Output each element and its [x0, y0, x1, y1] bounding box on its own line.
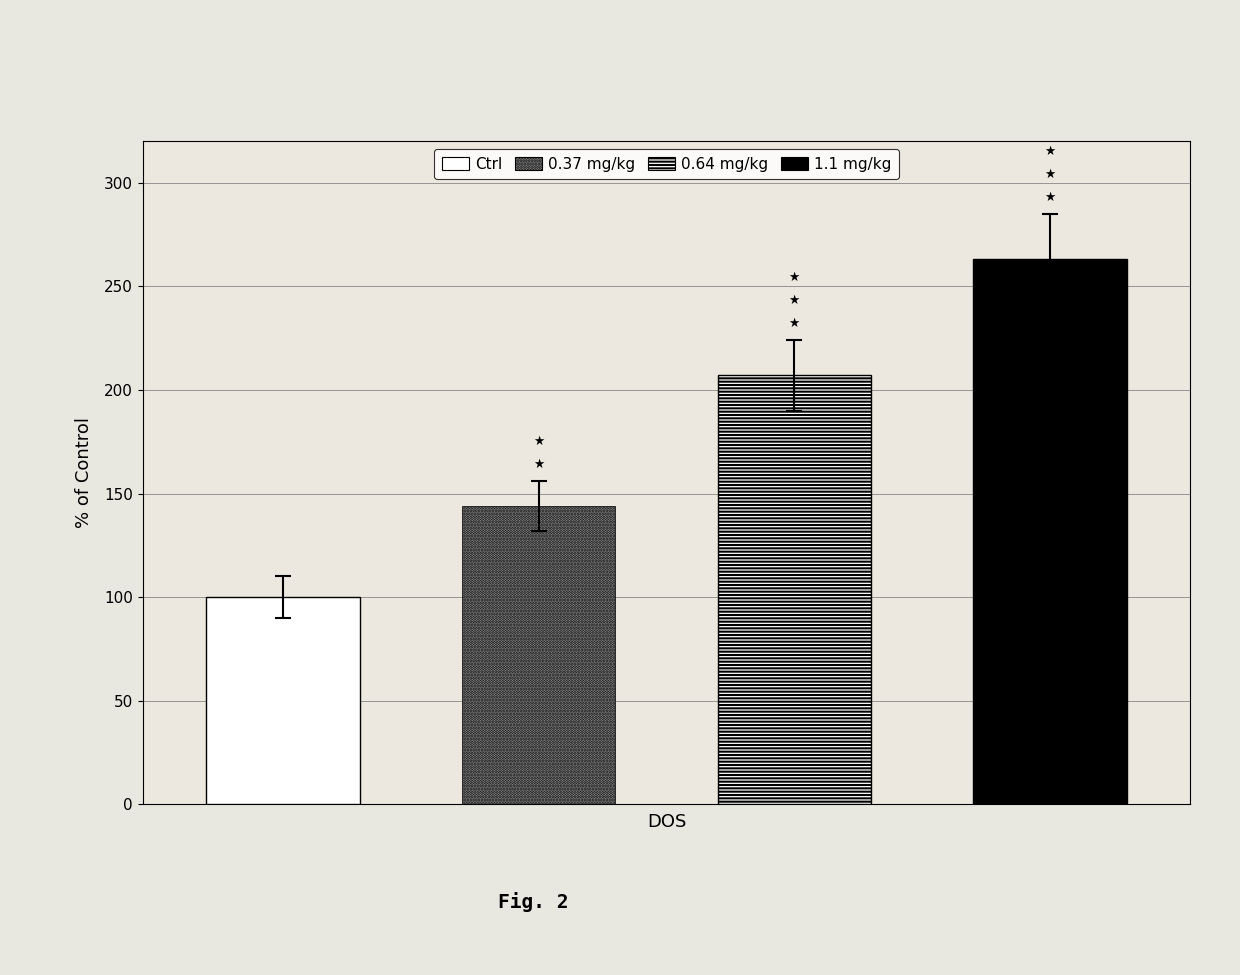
- Text: Fig. 2: Fig. 2: [498, 892, 568, 912]
- Bar: [973, 259, 1126, 804]
- Text: ★: ★: [789, 294, 800, 307]
- Text: ★: ★: [789, 271, 800, 285]
- Y-axis label: % of Control: % of Control: [74, 417, 93, 528]
- Text: ★: ★: [1044, 190, 1055, 204]
- Text: ★: ★: [533, 458, 544, 471]
- Text: ★: ★: [1044, 145, 1055, 158]
- Text: ★: ★: [789, 317, 800, 330]
- Legend: Ctrl, 0.37 mg/kg, 0.64 mg/kg, 1.1 mg/kg: Ctrl, 0.37 mg/kg, 0.64 mg/kg, 1.1 mg/kg: [434, 149, 899, 179]
- Text: ★: ★: [1044, 168, 1055, 180]
- Bar: [718, 375, 870, 804]
- Text: ★: ★: [533, 435, 544, 449]
- Bar: [463, 506, 615, 804]
- X-axis label: DOS: DOS: [647, 813, 686, 831]
- Bar: [207, 597, 360, 804]
